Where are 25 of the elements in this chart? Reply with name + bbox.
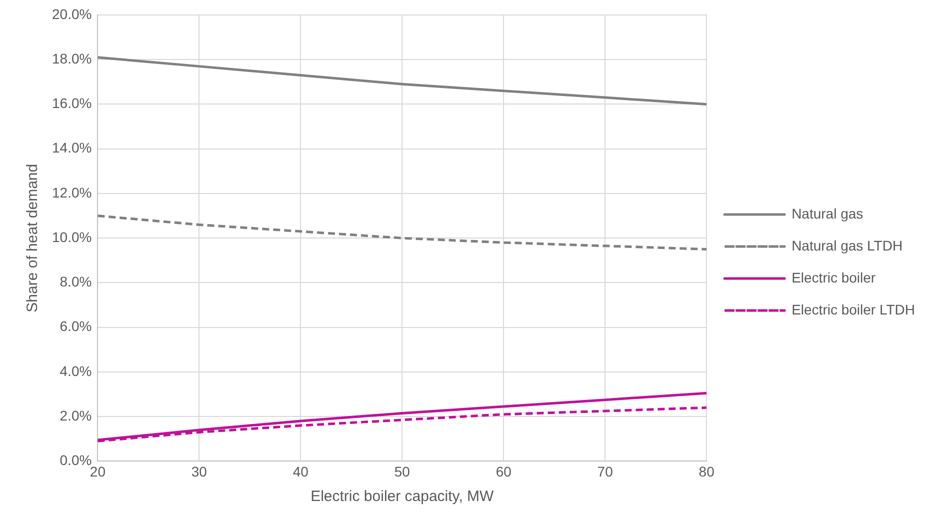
x-tick-label: 20 [90,463,106,480]
x-tick-label: 80 [698,463,715,480]
y-tick-label: 8.0% [60,274,92,290]
y-tick-label: 6.0% [60,318,92,334]
x-tick-label: 40 [292,463,309,480]
y-tick-label: 4.0% [60,362,92,379]
x-tick-label: 30 [191,463,208,480]
x-tick-label: 70 [597,463,614,480]
legend-label: Electric boiler [792,269,876,286]
x-tick-label: 60 [496,463,512,480]
y-tick-label: 20.0% [52,6,92,22]
legend-label: Natural gas LTDH [792,237,903,254]
y-tick-label: 10.0% [52,228,92,245]
y-tick-label: 18.0% [52,50,92,66]
legend-label: Electric boiler LTDH [792,301,915,318]
y-tick-label: 14.0% [52,140,92,156]
line-series [98,214,707,251]
y-axis-title: Share of heat demand [24,164,42,312]
y-tick-label: 2.0% [60,407,92,424]
y-tick-label: 12.0% [52,184,92,200]
legend-label: Natural gas [792,205,864,222]
y-tick-label: 0.0% [60,452,92,468]
x-axis-title: Electric boiler capacity, MW [310,488,495,506]
y-tick-label: 16.0% [52,95,92,112]
x-tick-label: 50 [394,463,410,480]
